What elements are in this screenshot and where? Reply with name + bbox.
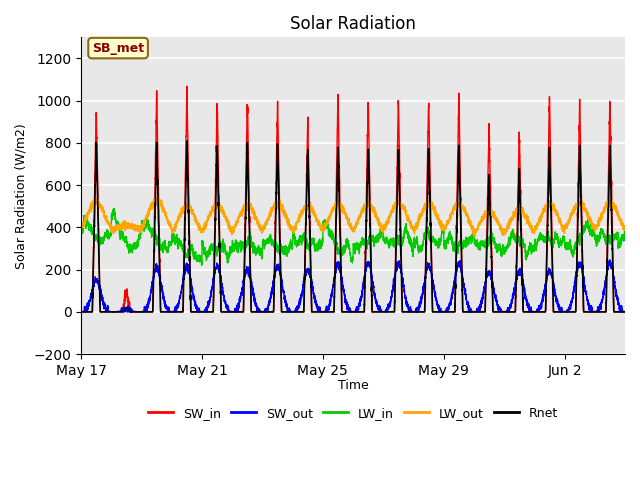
Line: LW_in: LW_in: [81, 209, 625, 265]
SW_out: [99, 298, 107, 304]
LW_out: [260, 226, 268, 231]
SW_out: [178, 283, 186, 289]
SW_out: [81, 309, 88, 315]
LW_out: [99, 206, 107, 212]
SW_out: [621, 309, 629, 315]
LW_in: [77, 224, 85, 230]
Rnet: [401, 309, 408, 315]
LW_in: [401, 230, 409, 236]
SW_out: [175, 300, 182, 305]
LW_out: [401, 207, 408, 213]
SW_in: [175, 309, 182, 315]
LW_in: [175, 239, 182, 244]
LW_in: [615, 240, 623, 246]
Line: SW_in: SW_in: [81, 86, 625, 312]
SW_out: [615, 301, 623, 307]
Line: LW_out: LW_out: [81, 197, 625, 237]
Line: SW_out: SW_out: [81, 260, 625, 312]
Title: Solar Radiation: Solar Radiation: [290, 15, 416, 33]
SW_out: [606, 257, 614, 263]
SW_in: [260, 309, 268, 315]
Rnet: [621, 309, 629, 315]
LW_in: [110, 206, 118, 212]
SW_out: [77, 309, 85, 314]
SW_out: [260, 309, 268, 314]
Y-axis label: Solar Radiation (W/m2): Solar Radiation (W/m2): [15, 123, 28, 269]
LW_out: [77, 225, 85, 231]
Rnet: [99, 309, 107, 315]
LW_in: [260, 239, 268, 245]
LW_in: [99, 237, 107, 242]
SW_out: [401, 291, 408, 297]
LW_out: [154, 194, 161, 200]
SW_in: [615, 309, 623, 315]
Rnet: [260, 309, 268, 315]
SW_in: [77, 309, 85, 315]
Rnet: [183, 138, 191, 144]
Rnet: [77, 309, 85, 315]
LW_out: [178, 208, 186, 214]
SW_in: [401, 309, 408, 315]
Legend: SW_in, SW_out, LW_in, LW_out, Rnet: SW_in, SW_out, LW_in, LW_out, Rnet: [143, 402, 563, 424]
LW_in: [621, 229, 629, 235]
LW_in: [198, 263, 205, 268]
SW_in: [178, 309, 186, 315]
SW_in: [183, 84, 191, 89]
LW_out: [175, 216, 182, 221]
Rnet: [615, 309, 623, 315]
LW_out: [615, 213, 623, 219]
LW_out: [621, 227, 629, 233]
Text: SB_met: SB_met: [92, 42, 144, 55]
SW_in: [621, 309, 629, 315]
Rnet: [175, 309, 182, 315]
X-axis label: Time: Time: [338, 379, 369, 392]
LW_in: [178, 245, 186, 251]
Rnet: [178, 309, 186, 315]
LW_out: [471, 234, 479, 240]
SW_in: [99, 309, 107, 315]
Line: Rnet: Rnet: [81, 141, 625, 312]
